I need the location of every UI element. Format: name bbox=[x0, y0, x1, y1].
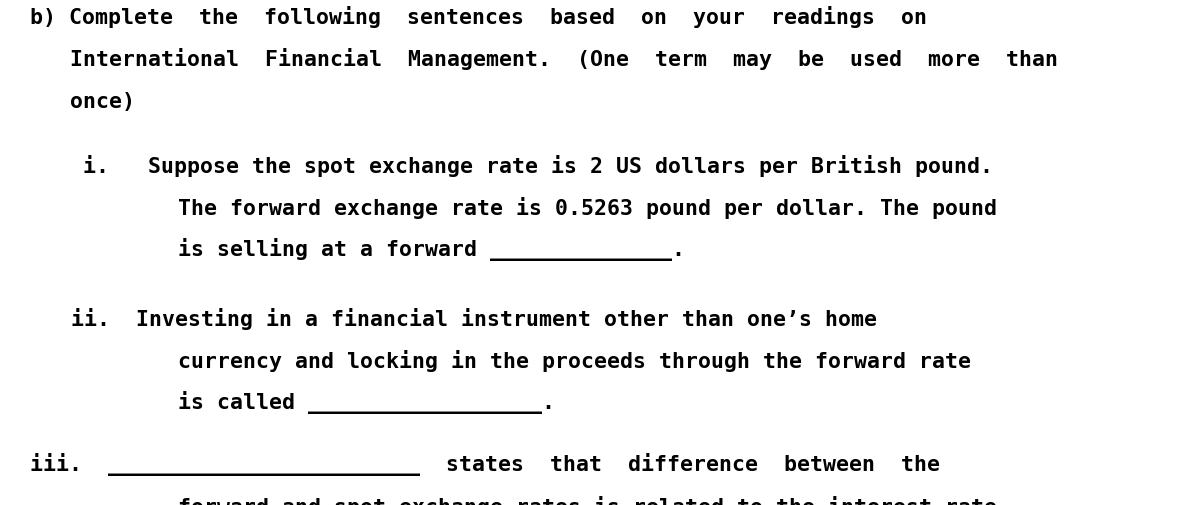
Text: is selling at a forward ______________.: is selling at a forward ______________. bbox=[178, 238, 684, 261]
Text: ii.  Investing in a financial instrument other than one’s home: ii. Investing in a financial instrument … bbox=[58, 308, 876, 329]
Text: currency and locking in the proceeds through the forward rate: currency and locking in the proceeds thr… bbox=[178, 349, 971, 371]
Text: International  Financial  Management.  (One  term  may  be  used  more  than: International Financial Management. (One… bbox=[70, 48, 1057, 70]
Text: iii.  ________________________  states  that  difference  between  the: iii. ________________________ states tha… bbox=[30, 452, 940, 475]
Text: once): once) bbox=[70, 91, 134, 112]
Text: b) Complete  the  following  sentences  based  on  your  readings  on: b) Complete the following sentences base… bbox=[30, 6, 928, 28]
Text: i.   Suppose the spot exchange rate is 2 US dollars per British pound.: i. Suppose the spot exchange rate is 2 U… bbox=[70, 155, 992, 177]
Text: The forward exchange rate is 0.5263 pound per dollar. The pound: The forward exchange rate is 0.5263 poun… bbox=[178, 197, 997, 219]
Text: is called __________________.: is called __________________. bbox=[178, 390, 554, 413]
Text: forward and spot exchange rates is related to the interest rate: forward and spot exchange rates is relat… bbox=[178, 495, 997, 505]
